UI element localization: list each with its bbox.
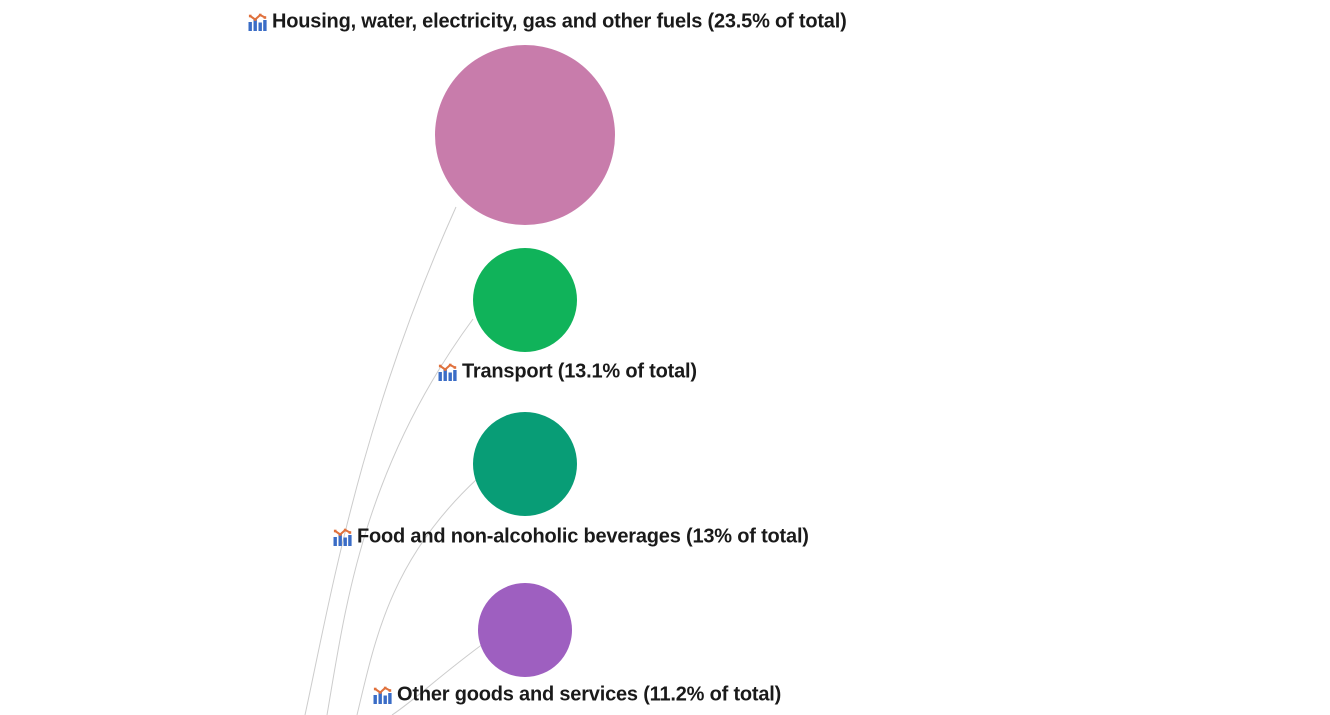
label-food[interactable]: Food and non-alcoholic beverages (13% of… [333, 526, 809, 549]
connector-line-housing [304, 206, 457, 715]
mini-bar-line-chart-icon-wrap [333, 528, 352, 547]
mini-bar-line-chart-icon-wrap [248, 13, 267, 32]
bubble-food[interactable] [473, 412, 577, 516]
label-text-housing: Housing, water, electricity, gas and oth… [272, 10, 847, 33]
label-other[interactable]: Other goods and services (11.2% of total… [373, 684, 781, 707]
label-text-transport: Transport (13.1% of total) [462, 360, 697, 383]
mini-bar-line-chart-icon [333, 528, 352, 546]
bubble-housing[interactable] [435, 45, 615, 225]
mini-bar-line-chart-icon [248, 13, 267, 31]
connector-line-food [356, 478, 478, 715]
bubble-transport[interactable] [473, 248, 577, 352]
mini-bar-line-chart-icon-wrap [438, 363, 457, 382]
mini-bar-line-chart-icon [438, 363, 457, 381]
mini-bar-line-chart-icon-wrap [373, 686, 392, 705]
label-housing[interactable]: Housing, water, electricity, gas and oth… [248, 11, 847, 34]
label-text-other: Other goods and services (11.2% of total… [397, 683, 782, 706]
connector-line-transport [326, 318, 474, 715]
label-text-food: Food and non-alcoholic beverages (13% of… [357, 525, 809, 548]
mini-bar-line-chart-icon [373, 686, 392, 704]
label-transport[interactable]: Transport (13.1% of total) [438, 361, 697, 384]
connector-line-other [391, 640, 488, 715]
bubble-other[interactable] [478, 583, 572, 677]
